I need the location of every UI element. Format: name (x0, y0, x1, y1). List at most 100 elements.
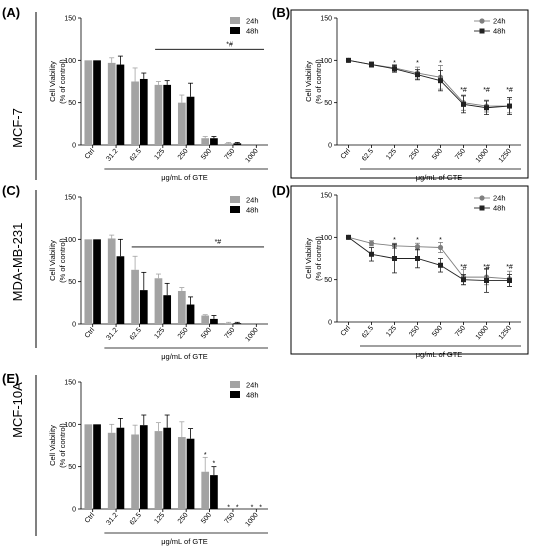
significance-mark: * (393, 237, 396, 244)
x-tick-label: 125 (385, 325, 398, 339)
bar-24h (84, 424, 93, 509)
x-tick-label: 62.5 (129, 148, 143, 163)
x-tick-label: 62.5 (361, 325, 375, 340)
bar-24h (224, 323, 233, 324)
legend-label-24h: 24h (493, 194, 506, 203)
series-line-48h (348, 59, 510, 109)
x-tick-label: 62.5 (129, 512, 143, 527)
point-48h (461, 277, 466, 283)
x-tick-label: 125 (153, 148, 166, 162)
bar-24h (84, 60, 93, 146)
x-tick-label: 1000 (475, 325, 490, 342)
y-axis-title-line2: (% of control) (58, 423, 67, 468)
panel-border-d (290, 185, 529, 355)
x-tick-label: 750 (224, 327, 237, 341)
legend-swatch-48h (230, 27, 240, 34)
panel-label-c: (C) (2, 183, 20, 198)
y-tick-label: 0 (72, 507, 76, 514)
y-tick-label: 150 (64, 380, 76, 387)
bar-48h (139, 78, 148, 145)
significance-mark: * (393, 60, 396, 67)
bar-24h (177, 102, 186, 145)
y-tick-label: 150 (64, 195, 76, 202)
y-tick-label: 100 (320, 235, 332, 242)
bar-24h (201, 315, 210, 324)
panel-b: 0 50 100 150 Ctrl 62.5 125 250 500 750 1000 1250 μg/… (304, 16, 521, 182)
point-48h (415, 256, 420, 261)
series-line-24h (348, 236, 510, 280)
bar-24h (131, 434, 139, 509)
point-24h (368, 240, 375, 246)
x-axis-title: μg/mL of GTE (416, 350, 463, 359)
x-tick-label: 250 (177, 148, 190, 162)
point-48h (346, 234, 351, 240)
y-tick-label: 100 (64, 237, 76, 244)
point-48h (415, 72, 420, 78)
bar-48h (163, 84, 172, 145)
point-48h (392, 256, 397, 261)
x-tick-label: 1000 (475, 148, 490, 165)
legend-label-48h: 48h (246, 27, 259, 36)
y-tick-label: 150 (64, 16, 76, 23)
y-tick-label: 0 (328, 143, 332, 150)
panel-d: 0 50 100 150 Ctrl 62.5 125 250 500 750 1000 1250 μg/… (304, 193, 521, 359)
legend-label-48h: 48h (246, 206, 259, 215)
x-tick-label: 125 (385, 148, 398, 162)
x-tick-label: 1000 (244, 148, 259, 165)
bar-48h (210, 475, 218, 509)
x-tick-label: 500 (431, 148, 444, 162)
bar-48h (233, 143, 242, 145)
x-tick-label: 1000 (244, 512, 259, 529)
y-axis-title-line1: Cell Viability (48, 240, 57, 281)
series-line-48h (348, 236, 510, 281)
legend-marker-24h (479, 195, 485, 201)
legend-swatch-24h (230, 17, 240, 24)
cell-line-label-a: MCF-7 (10, 108, 25, 148)
bar-48h (93, 239, 101, 324)
x-tick-label: 750 (224, 148, 237, 162)
x-tick-label: 62.5 (129, 327, 143, 342)
significance-mark: * (416, 237, 419, 244)
bar-24h (154, 431, 163, 509)
bar-48h (139, 290, 148, 324)
bar-48h (186, 438, 195, 509)
x-tick-label: 31.2 (105, 148, 119, 163)
bar-48h (210, 138, 218, 145)
bar-24h (131, 81, 139, 145)
point-48h (484, 278, 489, 284)
x-tick-label: 31.2 (105, 327, 119, 342)
significance-mark: * (439, 237, 442, 244)
legend-swatch-48h (230, 391, 240, 398)
y-axis-title-line2: (% of control) (58, 238, 67, 283)
x-tick-label: 250 (177, 512, 190, 526)
legend-swatch-48h (230, 206, 240, 213)
x-tick-label: 250 (408, 325, 421, 339)
point-48h (484, 105, 489, 111)
bar-48h (116, 64, 125, 145)
legend-label-24h: 24h (493, 17, 506, 26)
significance-mark: *# (506, 264, 513, 271)
legend-marker-24h (479, 18, 485, 24)
bar-24h (107, 238, 116, 324)
y-axis-title-line2: (% of control) (314, 236, 323, 281)
significance-mark: * (251, 504, 254, 511)
significance-mark: * (213, 460, 216, 467)
x-tick-label: 1000 (244, 327, 259, 344)
x-tick-label: Ctrl (84, 511, 97, 524)
point-48h (461, 101, 466, 107)
point-48h (392, 66, 397, 72)
x-tick-label: 750 (454, 148, 467, 162)
x-tick-label: 250 (408, 148, 421, 162)
significance-mark: * (416, 60, 419, 67)
y-tick-label: 150 (320, 16, 332, 23)
x-axis-title: μg/mL of GTE (416, 173, 463, 182)
y-axis-title-line1: Cell Viability (48, 61, 57, 102)
y-axis-title-line1: Cell Viability (304, 238, 313, 279)
legend-swatch-24h (230, 381, 240, 388)
panel-label-a: (A) (2, 5, 20, 20)
bar-24h (224, 143, 233, 145)
y-tick-label: 50 (324, 100, 332, 107)
x-axis-title: μg/mL of GTE (161, 537, 208, 546)
point-24h (414, 244, 421, 250)
bar-24h (84, 239, 93, 324)
